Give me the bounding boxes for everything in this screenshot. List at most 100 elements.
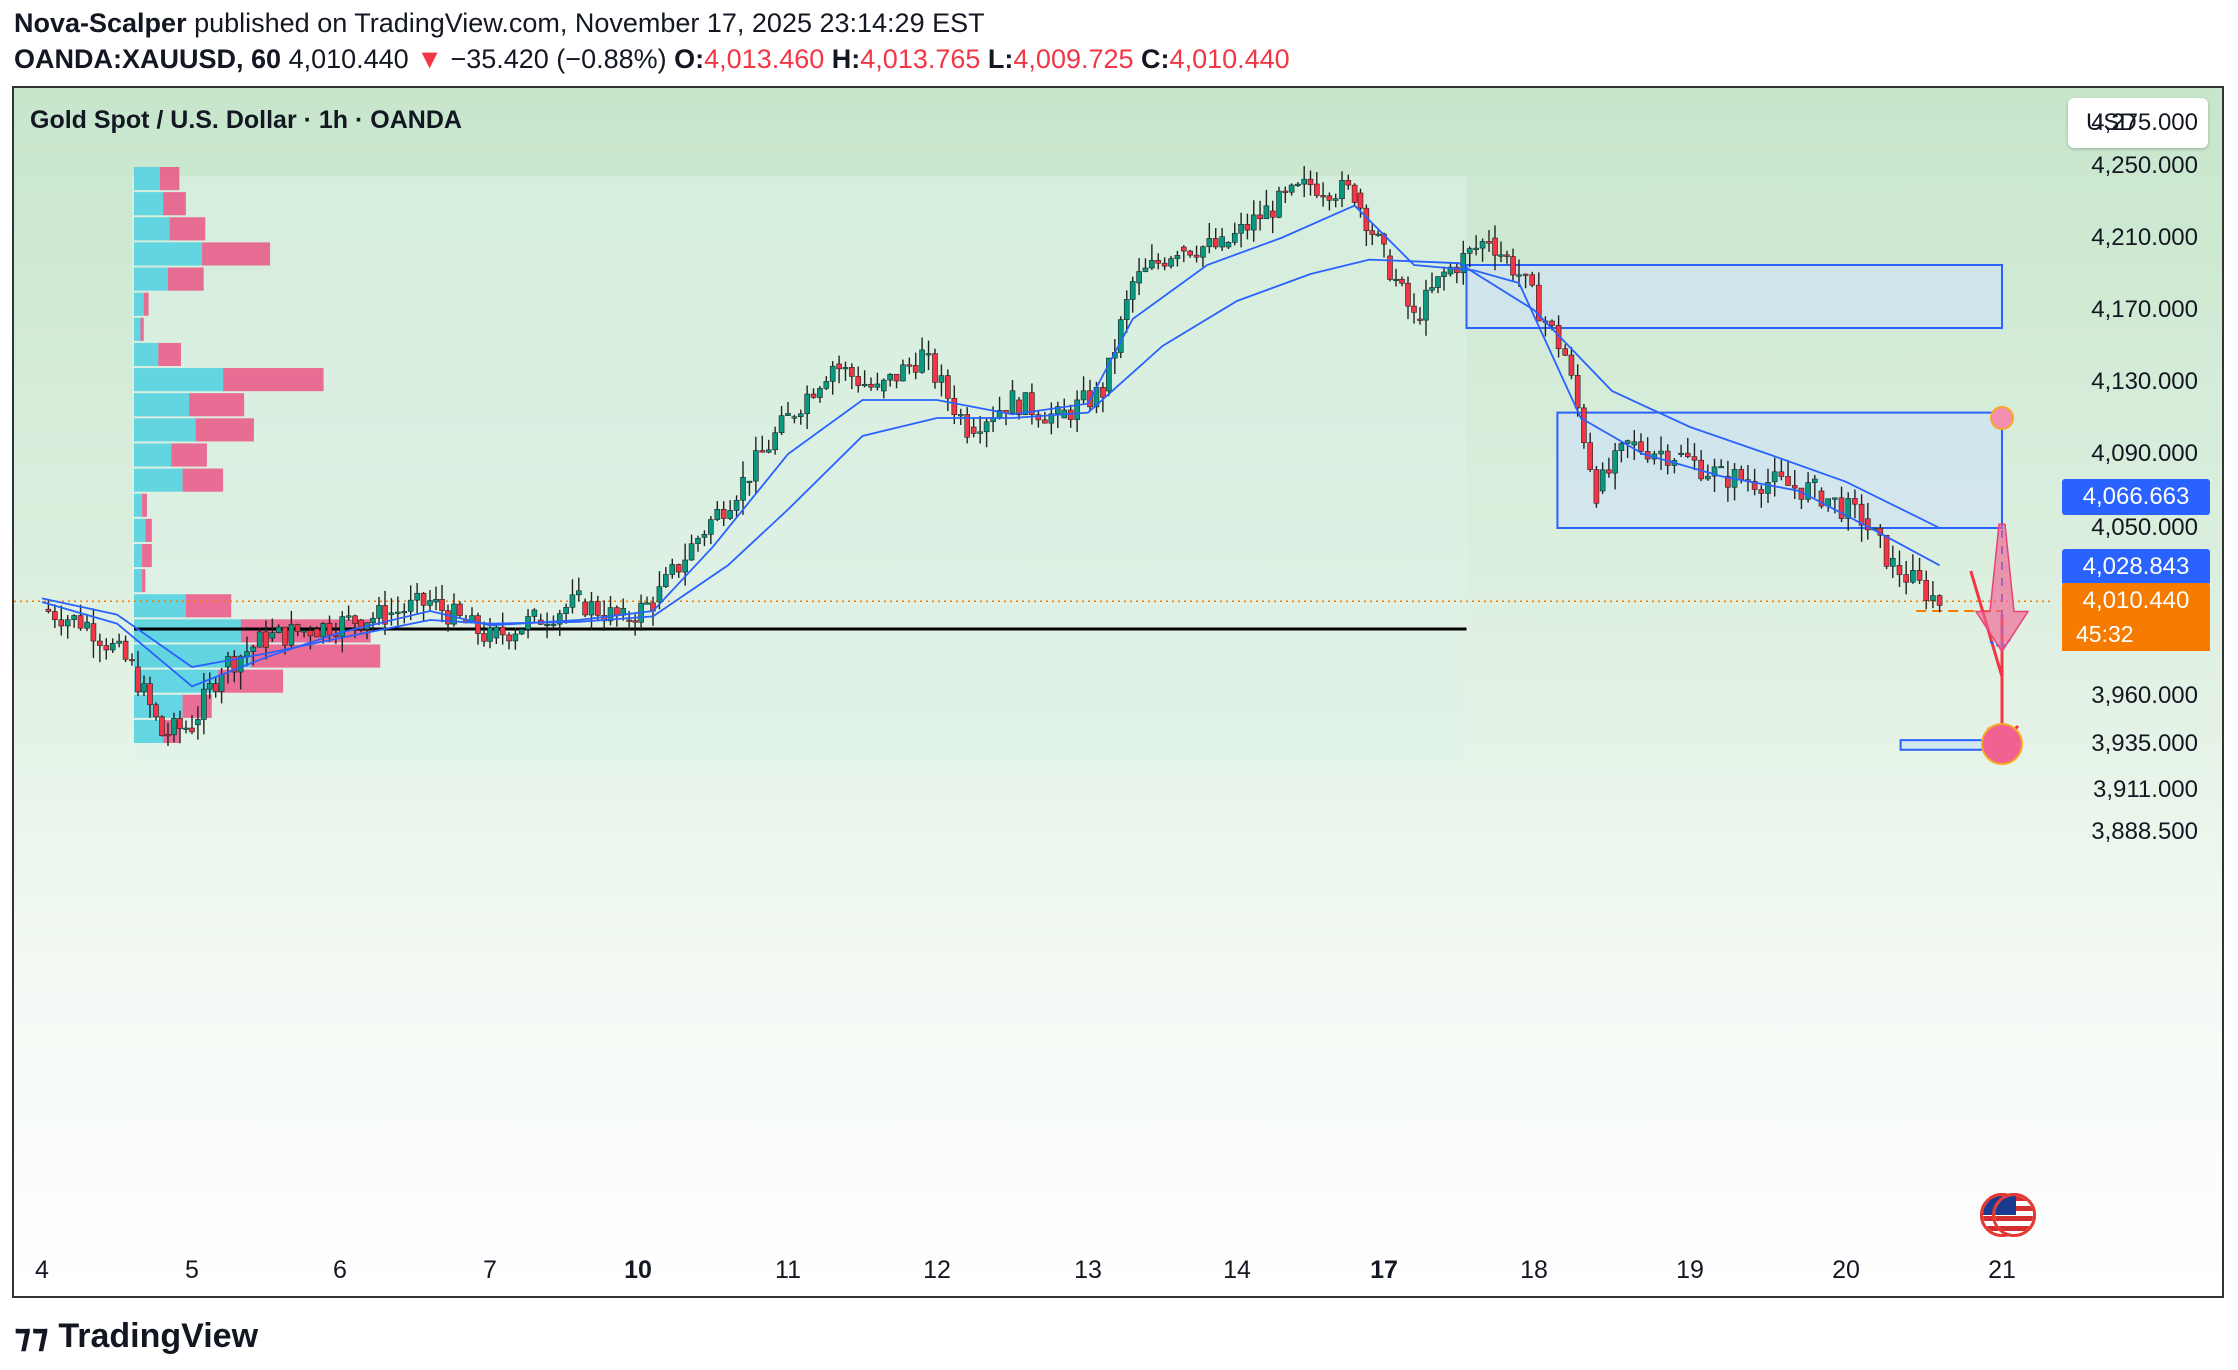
candle-body (71, 615, 77, 620)
tradingview-logo[interactable]: ⁊⁊ TradingView (14, 1316, 258, 1356)
candle-body (688, 543, 695, 561)
candle-body (632, 620, 638, 623)
candle-body (1029, 392, 1035, 415)
supply-zone-1 (1465, 264, 2003, 329)
candle-body (957, 414, 964, 417)
y-axis-tick: 3,888.500 (2091, 818, 2198, 845)
candle-body (1612, 450, 1618, 474)
supply-zone-2 (1556, 411, 2004, 530)
candle-body (77, 615, 84, 629)
candle-body (893, 373, 900, 382)
volume-profile-up-bar (134, 292, 144, 316)
chart-panel[interactable]: Gold Spot / U.S. Dollar · 1h · OANDA USD… (12, 86, 2224, 1298)
candle-body (1187, 250, 1193, 256)
candle-body (880, 379, 887, 392)
candle-body (1658, 450, 1664, 455)
candle-body (1574, 374, 1581, 409)
candle-body (263, 631, 269, 648)
candle-body (1896, 565, 1903, 575)
candle-body (1042, 419, 1048, 424)
candle-body (445, 610, 451, 625)
candle-body (218, 674, 225, 692)
candle-body (675, 564, 682, 573)
candle-body (1858, 503, 1865, 526)
candle-body (1536, 284, 1542, 322)
candle-body (829, 365, 836, 382)
volume-profile-up-bar (134, 217, 170, 241)
candle-body (376, 605, 382, 619)
candle-body (701, 534, 708, 538)
candle-body (1345, 180, 1352, 186)
candle-body (1155, 260, 1162, 264)
close-value: 4,010.440 (1169, 44, 1290, 74)
candle-body (861, 383, 868, 387)
candle-body (1168, 258, 1174, 267)
y-axis-tick: 4,210.000 (2091, 224, 2198, 251)
candle-body (212, 683, 219, 692)
candle-body (759, 450, 766, 453)
candle-body (1705, 475, 1711, 480)
bar-countdown: 45:32 (2062, 617, 2210, 652)
candle-body (932, 353, 938, 383)
candle-body (1498, 254, 1504, 257)
symbol-label[interactable]: OANDA:XAUUSD, 60 (14, 44, 282, 74)
candle-body (1231, 232, 1238, 243)
candle-body (439, 598, 445, 611)
volume-profile-down-bar (168, 267, 204, 291)
y-axis-tick: 4,090.000 (2091, 440, 2198, 467)
candle-body (740, 477, 746, 501)
candle-body (103, 645, 110, 651)
candle-body (912, 365, 919, 373)
candle-body (1100, 387, 1106, 398)
price-chart[interactable] (14, 88, 2222, 1296)
candle-body (1351, 184, 1358, 203)
volume-profile-up-bar (134, 619, 241, 643)
candle-body (925, 353, 932, 356)
candle-body (1257, 214, 1263, 220)
candle-body (1791, 485, 1798, 489)
us-flag-event-icon[interactable] (1992, 1193, 2036, 1237)
currency-button[interactable]: USD (2068, 98, 2208, 148)
candle-body (1916, 570, 1923, 581)
candle-body (1136, 271, 1142, 284)
candle-body (1504, 254, 1510, 257)
candle-body (938, 375, 945, 383)
author-name[interactable]: Nova-Scalper (14, 8, 187, 38)
candle-body (165, 734, 171, 737)
x-axis-tick: 20 (1832, 1256, 1860, 1284)
candle-body (388, 612, 395, 615)
x-axis-tick: 18 (1520, 1256, 1548, 1284)
candle-body (797, 413, 804, 418)
candle-body (714, 508, 721, 520)
candle-body (720, 508, 727, 519)
candle-body (345, 615, 352, 618)
candle-body (237, 655, 244, 673)
x-axis-tick: 10 (624, 1256, 652, 1284)
y-axis-tick: 3,911.000 (2093, 776, 2198, 803)
candle-body (1812, 478, 1818, 483)
candle-body (1219, 236, 1225, 248)
x-axis-tick: 21 (1988, 1256, 2016, 1284)
price-label: 4,028.843 (2062, 549, 2210, 586)
candle-body (1818, 490, 1825, 507)
candle-body (1725, 475, 1731, 488)
candle-body (1048, 413, 1055, 424)
candle-body (1805, 482, 1811, 500)
candle-body (1307, 178, 1314, 186)
candle-body (1320, 195, 1326, 198)
candle-body (147, 683, 153, 706)
candle-body (370, 617, 376, 624)
volume-profile-down-bar (189, 393, 245, 417)
candle-body (1599, 469, 1606, 492)
candle-body (269, 632, 276, 639)
candle-body (153, 704, 159, 718)
candle-body (1035, 414, 1042, 421)
last-price: 4,010.440 (288, 44, 409, 74)
candle-body (1593, 469, 1600, 504)
candle-body (1282, 190, 1289, 193)
candle-body (663, 574, 669, 587)
candle-body (550, 623, 557, 626)
candle-body (493, 626, 500, 639)
candle-body (1244, 223, 1251, 231)
candle-body (1055, 406, 1061, 415)
